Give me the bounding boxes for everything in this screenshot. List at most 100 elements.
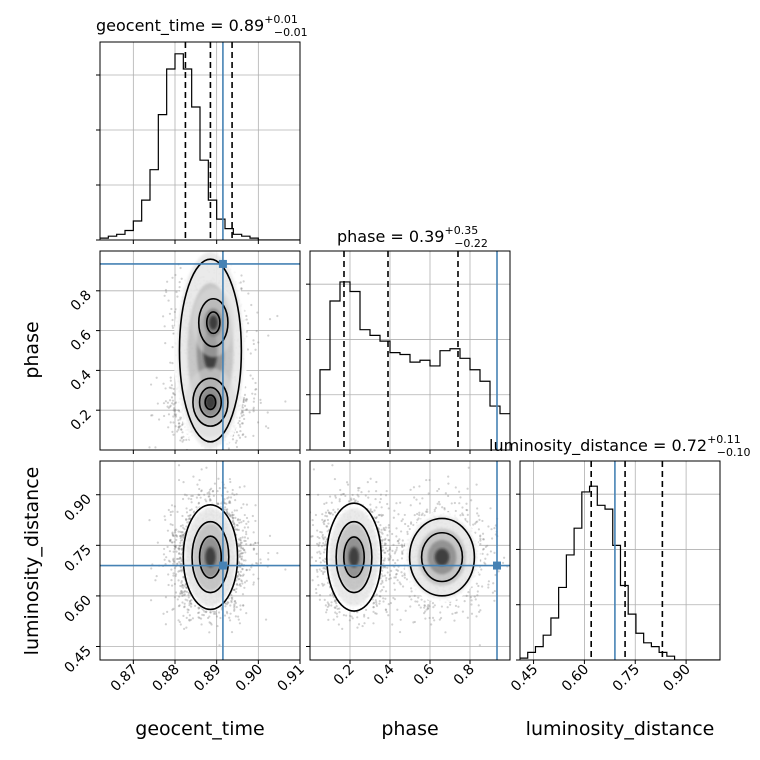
truth-marker-phase-luminosity_distance bbox=[493, 561, 501, 570]
ytick-luminosity_distance-3: 0.90 bbox=[61, 491, 94, 524]
ytick-luminosity_distance-1: 0.60 bbox=[61, 592, 94, 625]
hist-group-phase bbox=[310, 251, 510, 450]
panel-frame-0-1 bbox=[99, 250, 301, 451]
title-geocent-time-median: 0.89 bbox=[229, 16, 265, 35]
hist-bar-geocent_time-13 bbox=[208, 200, 216, 240]
hist-bar-phase-11 bbox=[420, 360, 430, 450]
hist-bar-luminosity_distance-4 bbox=[551, 618, 559, 660]
scatter-geocent_time-luminosity_distance bbox=[100, 461, 300, 660]
hist-bar-geocent_time-12 bbox=[200, 160, 208, 240]
hist-bar-geocent_time-2 bbox=[117, 234, 125, 240]
hist-bar-luminosity_distance-11 bbox=[605, 509, 613, 660]
ytick-phase-1: 0.4 bbox=[68, 367, 95, 394]
hist-bar-phase-9 bbox=[400, 355, 410, 451]
ytick-luminosity_distance-2: 0.75 bbox=[61, 542, 94, 575]
hist-bar-luminosity_distance-12 bbox=[613, 545, 621, 660]
xtick-luminosity_distance-2: 0.75 bbox=[610, 662, 643, 695]
hist-bar-phase-15 bbox=[460, 358, 470, 450]
title-lumdist-plus: +0.11 bbox=[707, 433, 741, 446]
xlabel-phase: phase bbox=[381, 718, 438, 740]
xtick-phase-1: 0.4 bbox=[371, 661, 398, 688]
title-lumdist-name: luminosity_distance bbox=[489, 436, 648, 456]
hist-outline-geocent_time bbox=[100, 53, 300, 240]
panel-frame-2-2 bbox=[519, 460, 721, 661]
hist-bar-luminosity_distance-3 bbox=[543, 635, 551, 660]
panel-frame-1-2 bbox=[309, 460, 511, 661]
hist-bar-geocent_time-8 bbox=[167, 69, 175, 240]
hist-bar-phase-0 bbox=[310, 414, 320, 450]
hist-bar-luminosity_distance-17 bbox=[651, 647, 659, 660]
xtick-luminosity_distance-1: 0.60 bbox=[559, 662, 592, 695]
ylabel-phase: phase bbox=[21, 321, 43, 378]
hist-bar-phase-8 bbox=[390, 353, 400, 450]
hist-bar-luminosity_distance-15 bbox=[636, 633, 644, 660]
hist-bar-geocent_time-11 bbox=[192, 107, 200, 240]
hist-bar-luminosity_distance-1 bbox=[528, 652, 536, 660]
hist-bar-geocent_time-7 bbox=[158, 115, 166, 240]
hist-bar-luminosity_distance-7 bbox=[574, 528, 582, 660]
xlabel-luminosity-distance: luminosity_distance bbox=[526, 718, 715, 740]
hist-bar-geocent_time-4 bbox=[133, 221, 141, 240]
contours-phase-luminosity_distance bbox=[325, 502, 476, 612]
title-geocent-time-plus: +0.01 bbox=[264, 13, 298, 26]
xtick-phase-0: 0.2 bbox=[331, 662, 358, 689]
hist-group-geocent_time bbox=[100, 42, 300, 240]
hist-bar-luminosity_distance-16 bbox=[644, 643, 652, 660]
contours-geocent_time-luminosity_distance bbox=[182, 504, 239, 611]
ylabel-luminosity-distance: luminosity_distance bbox=[21, 467, 43, 656]
hist-bar-geocent_time-5 bbox=[142, 200, 150, 240]
hist-bar-phase-5 bbox=[360, 330, 370, 450]
ytick-phase-0: 0.2 bbox=[68, 407, 95, 434]
title-phase-minus: −0.22 bbox=[454, 237, 488, 250]
hist-outline-luminosity_distance bbox=[520, 485, 720, 660]
scatter-geocent_time-phase bbox=[100, 251, 300, 450]
scatter-phase-luminosity_distance bbox=[310, 461, 510, 660]
hist-bar-geocent_time-16 bbox=[233, 234, 241, 240]
xlabel-geocent-time: geocent_time bbox=[135, 718, 264, 740]
hist-bar-phase-3 bbox=[340, 282, 350, 450]
hist-bar-luminosity_distance-14 bbox=[628, 614, 636, 660]
hist-bar-luminosity_distance-6 bbox=[566, 555, 574, 660]
hist-bar-geocent_time-9 bbox=[175, 54, 183, 240]
xtick-luminosity_distance-0: 0.45 bbox=[508, 662, 541, 695]
hist-group-luminosity_distance bbox=[520, 461, 720, 660]
xtick-luminosity_distance-3: 0.90 bbox=[661, 662, 694, 695]
grid-1-1 bbox=[310, 251, 510, 450]
hist-bar-phase-16 bbox=[470, 370, 480, 450]
hist-bar-luminosity_distance-8 bbox=[582, 492, 590, 660]
ytick-phase-2: 0.6 bbox=[68, 327, 95, 354]
ytick-luminosity_distance-0: 0.45 bbox=[61, 643, 94, 676]
title-geocent-time: geocent_time = 0.89+0.01 −0.01 bbox=[96, 13, 308, 39]
panel-frame-0-2 bbox=[99, 460, 301, 661]
title-phase-median: 0.39 bbox=[409, 227, 445, 246]
xtick-geocent_time-4: 0.91 bbox=[274, 662, 307, 695]
xtick-geocent_time-0: 0.87 bbox=[108, 662, 141, 695]
hist-bar-phase-13 bbox=[440, 351, 450, 450]
hist-bar-phase-10 bbox=[410, 362, 420, 450]
truth-marker-geocent_time-luminosity_distance bbox=[218, 561, 227, 570]
title-phase-plus: +0.35 bbox=[444, 224, 478, 237]
title-phase: phase = 0.39+0.35 −0.22 bbox=[337, 224, 488, 250]
hist-bar-geocent_time-10 bbox=[183, 69, 191, 240]
panel-frame-0-0 bbox=[99, 41, 301, 241]
truth-marker-geocent_time-phase bbox=[218, 259, 227, 268]
hist-bar-geocent_time-6 bbox=[150, 170, 158, 240]
contours-geocent_time-phase bbox=[178, 258, 243, 443]
title-lumdist-median: 0.72 bbox=[671, 436, 707, 455]
title-geocent-time-name: geocent_time bbox=[96, 16, 205, 36]
hist-bar-phase-2 bbox=[330, 301, 340, 450]
hist-outline-phase bbox=[310, 281, 510, 415]
hist-bar-phase-12 bbox=[430, 366, 440, 450]
hist-bar-phase-4 bbox=[350, 291, 360, 450]
ytick-phase-3: 0.8 bbox=[68, 287, 95, 314]
xtick-phase-3: 0.8 bbox=[451, 662, 478, 689]
tick-labels: 0.87 0.88 0.89 0.90 0.91 0.2 0.4 0.6 0.8 0.45 0.60… bbox=[61, 240, 694, 695]
hist-bar-geocent_time-3 bbox=[125, 231, 133, 241]
title-phase-name: phase bbox=[337, 227, 385, 246]
xtick-phase-2: 0.6 bbox=[411, 661, 438, 688]
grid-0-2 bbox=[100, 461, 300, 660]
hist-bar-luminosity_distance-2 bbox=[535, 647, 543, 660]
xtick-geocent_time-2: 0.89 bbox=[191, 662, 224, 695]
